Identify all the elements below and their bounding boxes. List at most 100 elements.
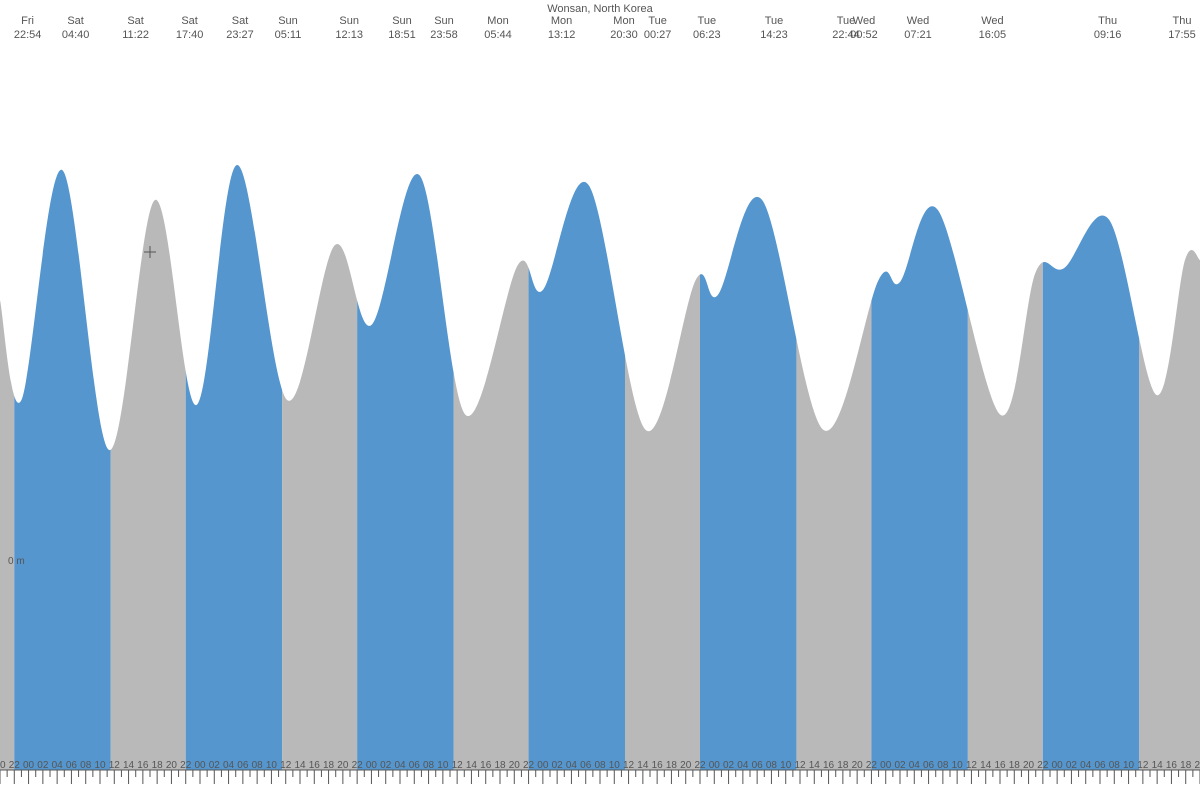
- tide-event-time: 13:12: [548, 29, 576, 41]
- x-axis-label: 10: [952, 760, 964, 771]
- x-axis-label: 12: [966, 760, 978, 771]
- x-axis-label: 18: [494, 760, 506, 771]
- x-axis-label: 08: [423, 760, 435, 771]
- x-axis-label: 12: [1137, 760, 1149, 771]
- x-axis-label: 08: [937, 760, 949, 771]
- x-axis-label: 22: [866, 760, 878, 771]
- x-axis-label: 16: [137, 760, 149, 771]
- x-axis-label: 04: [566, 760, 578, 771]
- tide-event-day: Thu: [1098, 15, 1117, 27]
- x-axis-label: 22: [523, 760, 535, 771]
- x-axis-label: 18: [1009, 760, 1021, 771]
- x-axis-label: 02: [209, 760, 221, 771]
- tide-event-time: 11:22: [122, 29, 149, 41]
- x-axis-label: 14: [809, 760, 821, 771]
- x-axis-label: 10: [266, 760, 278, 771]
- tide-event-time: 07:21: [904, 29, 932, 41]
- x-axis-label: 04: [52, 760, 64, 771]
- x-axis-label: 02: [1066, 760, 1078, 771]
- x-axis-label: 20: [1023, 760, 1035, 771]
- x-axis-label: 02: [894, 760, 906, 771]
- x-axis-label: 00: [1052, 760, 1064, 771]
- x-axis-label: 18: [323, 760, 335, 771]
- tide-event-day: Sun: [392, 15, 412, 27]
- x-axis-label: 16: [823, 760, 835, 771]
- x-axis-label: 20: [337, 760, 349, 771]
- x-axis-label: 14: [294, 760, 306, 771]
- x-axis-label: 22: [180, 760, 192, 771]
- tide-event-time: 18:51: [388, 29, 416, 41]
- x-axis-label: 20: [166, 760, 178, 771]
- tide-event-time: 17:55: [1168, 29, 1196, 41]
- x-axis-label: 08: [252, 760, 264, 771]
- tide-event-time: 00:27: [644, 29, 672, 41]
- x-axis-label: 14: [123, 760, 135, 771]
- x-axis-label: 10: [609, 760, 621, 771]
- x-axis-label: 06: [1094, 760, 1106, 771]
- x-axis-label: 06: [752, 760, 764, 771]
- tide-event-day: Sun: [434, 15, 454, 27]
- tide-event-day: Sat: [127, 15, 144, 27]
- x-axis-label: 18: [837, 760, 849, 771]
- tide-event-time: 12:13: [335, 29, 363, 41]
- tide-event-time: 17:40: [176, 29, 204, 41]
- x-axis-label: 02: [552, 760, 564, 771]
- tide-event-time: 23:58: [430, 29, 458, 41]
- x-axis-label: 06: [409, 760, 421, 771]
- tide-event-day: Wed: [907, 15, 929, 27]
- x-axis-label: 16: [309, 760, 321, 771]
- tide-event-day: Mon: [551, 15, 572, 27]
- tide-event-day: Wed: [981, 15, 1003, 27]
- tide-event-day: Sat: [67, 15, 84, 27]
- tide-event-day: Thu: [1173, 15, 1192, 27]
- x-axis-label: 12: [109, 760, 121, 771]
- tide-chart: 0 mWonsan, North KoreaFri22:54Sat04:40Sa…: [0, 0, 1200, 800]
- x-axis-label: 18: [1180, 760, 1192, 771]
- x-axis-label: 22: [9, 760, 21, 771]
- tide-event-time: 05:11: [275, 29, 302, 41]
- x-axis-label: 16: [994, 760, 1006, 771]
- tide-event-day: Sun: [278, 15, 298, 27]
- x-axis-label: 04: [1080, 760, 1092, 771]
- x-axis-label: 12: [452, 760, 464, 771]
- x-axis-label: 00: [366, 760, 378, 771]
- x-axis-label: 20: [509, 760, 521, 771]
- tide-event-day: Fri: [21, 15, 34, 27]
- x-axis-label: 16: [1166, 760, 1178, 771]
- x-axis-label: 16: [652, 760, 664, 771]
- x-axis-label: 08: [80, 760, 92, 771]
- tide-event-time: 22:54: [14, 29, 42, 41]
- x-axis-label: 00: [880, 760, 892, 771]
- x-axis-label: 12: [794, 760, 806, 771]
- tide-event-day: Sat: [181, 15, 198, 27]
- x-axis-label: 00: [194, 760, 206, 771]
- x-axis-label: 20: [1194, 760, 1200, 771]
- tide-event-time: 14:23: [760, 29, 788, 41]
- tide-event-day: Tue: [648, 15, 667, 27]
- tide-event-day: Tue: [765, 15, 784, 27]
- x-axis-label: 00: [537, 760, 549, 771]
- x-axis-label: 22: [1037, 760, 1049, 771]
- tide-event-time: 00:52: [850, 29, 878, 41]
- x-axis-label: 22: [694, 760, 706, 771]
- x-axis-label: 00: [709, 760, 721, 771]
- x-axis-label: 18: [666, 760, 678, 771]
- x-axis-label: 14: [637, 760, 649, 771]
- x-axis-label: 04: [737, 760, 749, 771]
- x-axis-label: 10: [94, 760, 106, 771]
- x-axis-label: 18: [152, 760, 164, 771]
- x-axis-label: 22: [352, 760, 364, 771]
- x-axis-label: 20: [0, 760, 6, 771]
- x-axis-label: 06: [580, 760, 592, 771]
- x-axis-label: 10: [437, 760, 449, 771]
- x-axis-label: 14: [466, 760, 478, 771]
- x-axis-label: 06: [923, 760, 935, 771]
- x-axis-label: 00: [23, 760, 35, 771]
- x-axis-label: 08: [1109, 760, 1121, 771]
- x-axis-label: 12: [280, 760, 292, 771]
- x-axis-label: 12: [623, 760, 635, 771]
- tide-event-time: 05:44: [484, 29, 512, 41]
- x-axis-label: 02: [380, 760, 392, 771]
- x-axis-label: 08: [594, 760, 606, 771]
- x-axis-label: 02: [37, 760, 49, 771]
